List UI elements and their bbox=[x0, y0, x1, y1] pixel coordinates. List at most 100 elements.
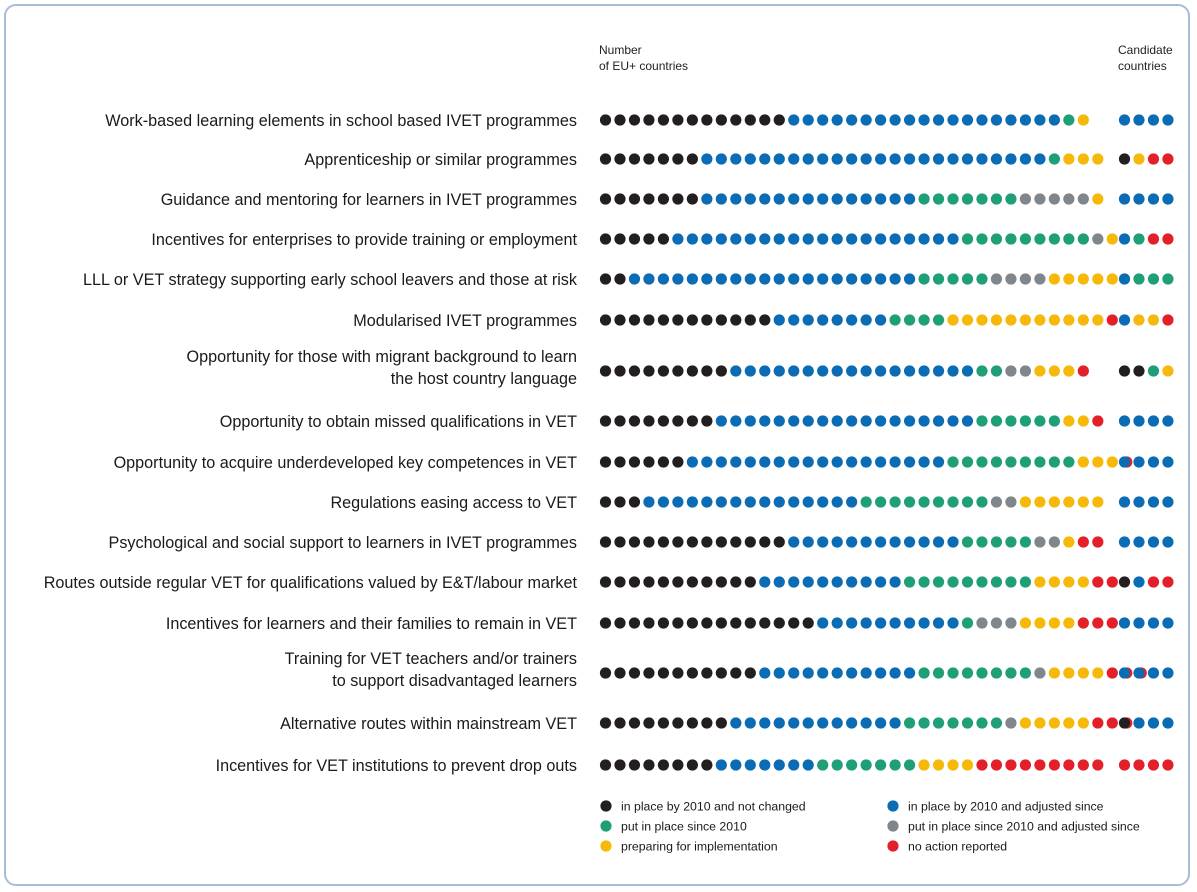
candidate-country-dot bbox=[1147, 365, 1160, 377]
eu-country-dot bbox=[1092, 496, 1104, 508]
eu-country-dot bbox=[657, 667, 670, 679]
eu-country-dot bbox=[1005, 153, 1017, 165]
eu-country-dot bbox=[672, 314, 684, 326]
eu-country-dot bbox=[1005, 576, 1017, 588]
eu-country-dot bbox=[1077, 456, 1089, 468]
candidate-country-dot bbox=[1162, 193, 1174, 205]
eu-country-dot bbox=[903, 536, 916, 548]
eu-country-dot bbox=[802, 536, 814, 548]
eu-country-dot bbox=[599, 667, 612, 679]
eu-country-dot bbox=[990, 456, 1003, 468]
eu-country-dot bbox=[788, 576, 800, 588]
eu-country-dot bbox=[976, 717, 988, 729]
eu-country-dot bbox=[846, 496, 858, 508]
eu-country-dot bbox=[1005, 233, 1017, 245]
row-label: Guidance and mentoring for learners in I… bbox=[161, 191, 577, 209]
eu-country-dot bbox=[990, 233, 1003, 245]
eu-country-dot bbox=[599, 314, 612, 326]
row-label: Opportunity for those with migrant backg… bbox=[186, 348, 577, 366]
candidate-country-dot bbox=[1133, 365, 1145, 377]
eu-country-dot bbox=[903, 233, 916, 245]
eu-country-dot bbox=[773, 667, 785, 679]
eu-country-dot bbox=[686, 759, 698, 771]
eu-country-dot bbox=[932, 415, 945, 427]
eu-country-dot bbox=[1048, 365, 1060, 377]
eu-country-dot bbox=[990, 667, 1003, 679]
eu-country-dot bbox=[976, 415, 988, 427]
eu-country-dot bbox=[1106, 717, 1118, 729]
eu-country-dot bbox=[686, 273, 698, 285]
eu-country-dot bbox=[860, 496, 872, 508]
eu-country-dot bbox=[643, 314, 655, 326]
eu-country-dot bbox=[643, 193, 655, 205]
chart-row: Opportunity to acquire underdeveloped ke… bbox=[114, 454, 1174, 472]
eu-country-dot bbox=[802, 576, 814, 588]
eu-country-dot bbox=[831, 456, 843, 468]
eu-country-dot bbox=[976, 114, 988, 126]
eu-country-dot bbox=[1063, 717, 1075, 729]
eu-country-dot bbox=[1034, 273, 1046, 285]
eu-country-dot bbox=[701, 576, 713, 588]
eu-country-dot bbox=[701, 759, 713, 771]
eu-country-dot bbox=[831, 273, 843, 285]
eu-country-dot bbox=[831, 496, 843, 508]
eu-country-dot bbox=[773, 617, 785, 629]
eu-country-dot bbox=[831, 717, 843, 729]
legend-swatch bbox=[887, 800, 899, 812]
eu-country-dot bbox=[701, 273, 713, 285]
eu-country-dot bbox=[744, 314, 756, 326]
eu-country-dot bbox=[1034, 667, 1046, 679]
candidate-country-dot bbox=[1162, 717, 1174, 729]
eu-country-dot bbox=[961, 496, 974, 508]
eu-country-dot bbox=[1077, 617, 1089, 629]
eu-country-dot bbox=[831, 365, 843, 377]
eu-header-line1: Number bbox=[599, 43, 642, 57]
eu-country-dot bbox=[773, 273, 785, 285]
eu-country-dot bbox=[643, 233, 655, 245]
eu-country-dot bbox=[846, 456, 858, 468]
eu-country-dot bbox=[860, 193, 872, 205]
eu-country-dot bbox=[817, 496, 829, 508]
eu-country-dot bbox=[918, 456, 930, 468]
eu-country-dot bbox=[990, 496, 1003, 508]
eu-country-dot bbox=[686, 456, 698, 468]
eu-country-dot bbox=[976, 314, 988, 326]
eu-country-dot bbox=[875, 759, 887, 771]
eu-country-dot bbox=[773, 759, 785, 771]
eu-country-dot bbox=[875, 193, 887, 205]
eu-country-dot bbox=[976, 273, 988, 285]
eu-country-dot bbox=[889, 233, 901, 245]
eu-country-dot bbox=[744, 576, 756, 588]
eu-country-dot bbox=[875, 153, 887, 165]
candidate-country-dot bbox=[1147, 576, 1160, 588]
eu-country-dot bbox=[672, 717, 684, 729]
eu-country-dot bbox=[788, 314, 800, 326]
eu-country-dot bbox=[903, 496, 916, 508]
candidate-country-dot bbox=[1147, 153, 1160, 165]
eu-country-dot bbox=[889, 365, 901, 377]
eu-country-dot bbox=[903, 717, 916, 729]
eu-country-dot bbox=[643, 759, 655, 771]
eu-country-dot bbox=[730, 193, 742, 205]
eu-country-dot bbox=[773, 536, 785, 548]
eu-country-dot bbox=[1077, 314, 1089, 326]
eu-country-dot bbox=[1077, 717, 1089, 729]
eu-country-dot bbox=[730, 617, 742, 629]
eu-country-dot bbox=[788, 273, 800, 285]
eu-country-dot bbox=[759, 415, 771, 427]
eu-country-dot bbox=[860, 233, 872, 245]
eu-country-dot bbox=[932, 233, 945, 245]
row-label: Alternative routes within mainstream VET bbox=[280, 715, 577, 733]
eu-country-dot bbox=[860, 415, 872, 427]
eu-country-dot bbox=[918, 617, 930, 629]
eu-country-dot bbox=[773, 496, 785, 508]
eu-country-dot bbox=[990, 415, 1003, 427]
eu-country-dot bbox=[643, 273, 655, 285]
eu-country-dot bbox=[614, 114, 626, 126]
eu-country-dot bbox=[1063, 576, 1075, 588]
eu-country-dot bbox=[947, 114, 959, 126]
candidate-header-line2: countries bbox=[1118, 59, 1167, 73]
eu-country-dot bbox=[628, 193, 641, 205]
eu-country-dot bbox=[744, 153, 756, 165]
eu-country-dot bbox=[672, 114, 684, 126]
